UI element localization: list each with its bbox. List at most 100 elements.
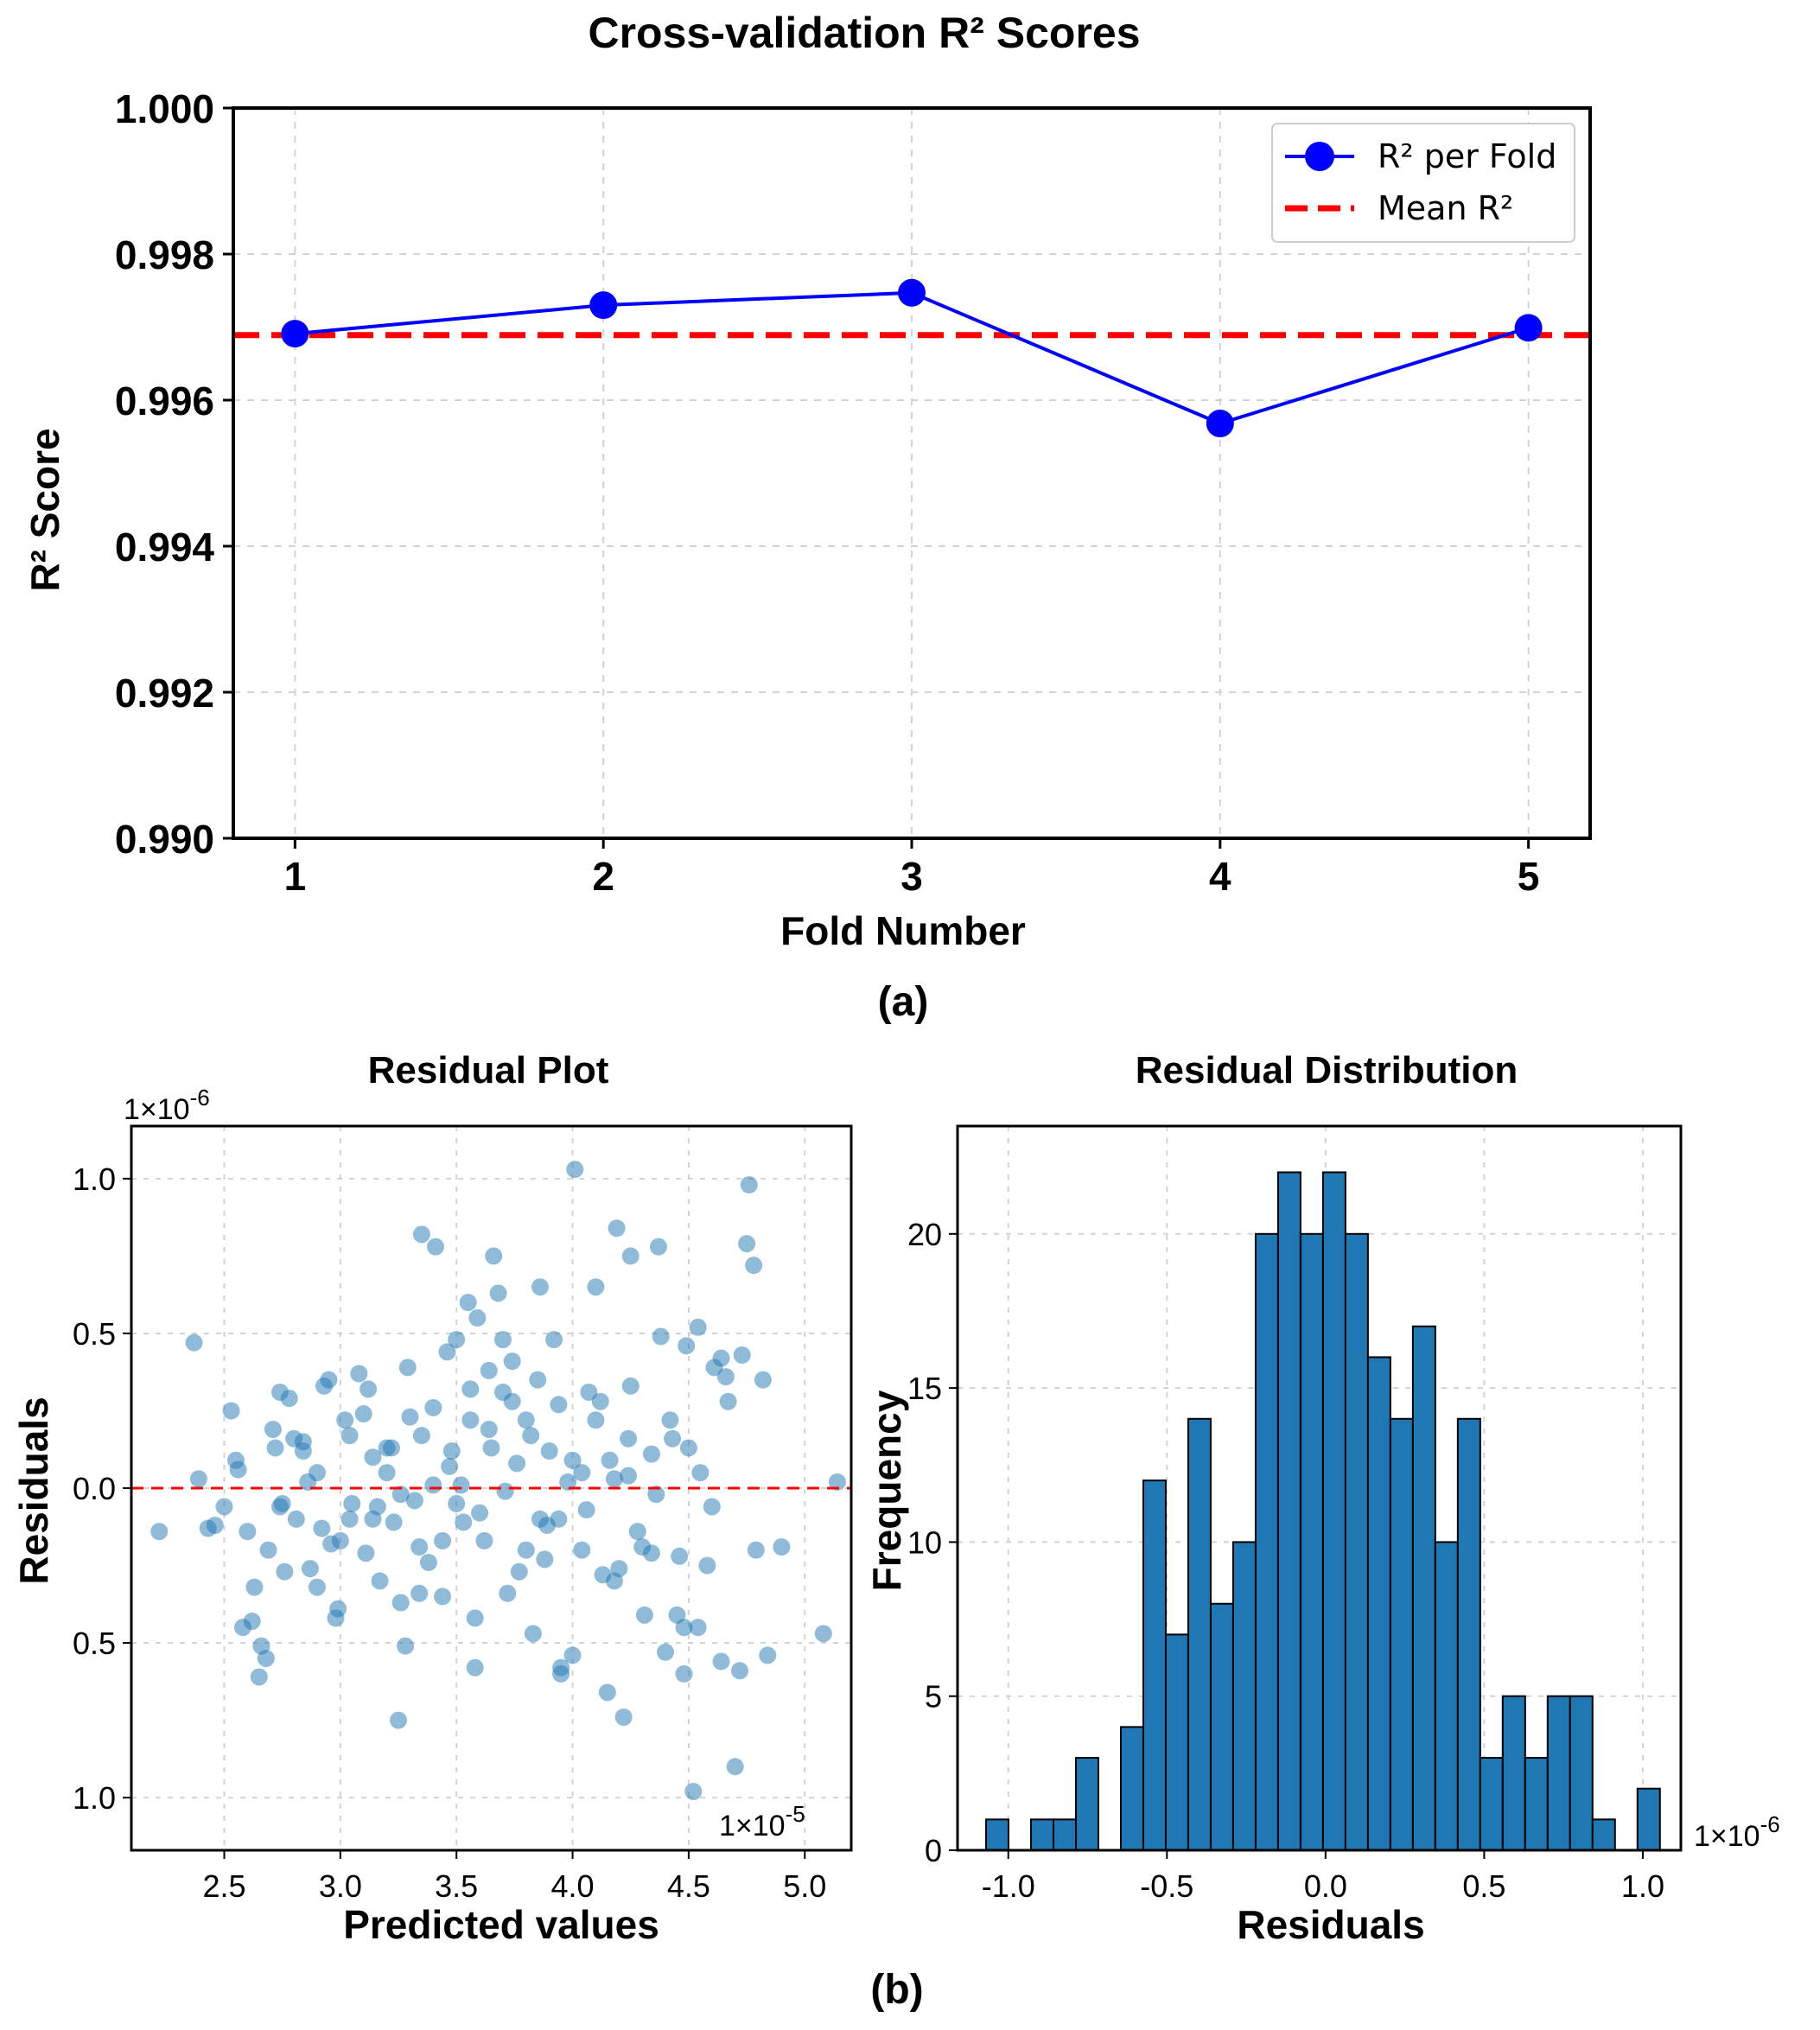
legend-series-marker (1305, 142, 1334, 171)
residual-point (412, 1427, 430, 1445)
residual-point (587, 1411, 605, 1429)
residual-x-tick-label: 5.0 (783, 1868, 826, 1904)
hist-bar (1164, 1633, 1189, 1851)
hist-bar (1569, 1695, 1594, 1852)
residual-point (747, 1541, 765, 1559)
residual-point (398, 1359, 417, 1377)
residual-point (410, 1538, 429, 1556)
hist-bar (1119, 1726, 1144, 1851)
hist-bar (1456, 1417, 1481, 1852)
hist-bar (1434, 1541, 1459, 1852)
residual-point (601, 1451, 619, 1469)
hist-x-tick-label: -0.5 (1140, 1868, 1193, 1904)
cv-series-point (1206, 410, 1234, 438)
cv-chart-series (281, 278, 1543, 438)
residual-x-tick-label: 4.0 (551, 1868, 595, 1904)
residual-x-tick-label: 3.0 (319, 1868, 362, 1904)
residual-point (652, 1327, 670, 1346)
residual-x-tick-label: 2.5 (202, 1868, 245, 1904)
hist-y-tick-label: 15 (907, 1371, 942, 1406)
residual-point (740, 1176, 758, 1194)
hist-bar (1030, 1818, 1055, 1851)
cv-chart-y-ticks: 0.990 0.992 0.994 0.996 0.998 1.000 (115, 86, 233, 862)
residual-point (733, 1346, 751, 1365)
residual-point (391, 1594, 410, 1612)
cv-y-tick-label: 0.992 (115, 671, 214, 716)
residual-point (621, 1247, 640, 1265)
hist-x-tick-label: 0.5 (1462, 1868, 1505, 1904)
hist-bar (1142, 1480, 1167, 1851)
hist-y-tick-label: 5 (925, 1679, 942, 1715)
cv-y-tick-label: 0.996 (115, 379, 214, 423)
residual-point (614, 1709, 633, 1727)
cv-chart-y-label: R² Score (22, 428, 67, 591)
hist-bar (1299, 1232, 1324, 1851)
residual-x-tick-label: 3.5 (435, 1868, 478, 1904)
residual-point (691, 1464, 710, 1482)
residual-point (378, 1439, 396, 1457)
residual-point (684, 1782, 703, 1800)
residual-point (226, 1451, 245, 1469)
residual-point (587, 1278, 605, 1296)
residual-point (485, 1247, 503, 1265)
residual-point (621, 1377, 640, 1395)
residual-point (401, 1408, 419, 1426)
residual-point (459, 1294, 477, 1312)
cv-chart-title: Cross-validation R² Scores (588, 9, 1140, 57)
residual-point (550, 1396, 568, 1414)
legend-box (1271, 123, 1575, 243)
residual-point (412, 1225, 430, 1244)
residual-y-tick-label: 0.5 (73, 1316, 116, 1352)
residual-point (620, 1429, 638, 1448)
panel-b-label: (b) (870, 1967, 923, 2013)
residual-point (397, 1637, 415, 1655)
residual-point (608, 1219, 626, 1238)
residual-point (496, 1482, 514, 1500)
residual-point (510, 1562, 528, 1581)
residual-point (522, 1427, 540, 1445)
residual-point (466, 1658, 484, 1677)
hist-bar (1366, 1356, 1391, 1851)
residual-plot-x-ticks: 2.5 3.0 3.5 4.0 4.5 5.0 (202, 1850, 826, 1904)
residual-point (689, 1318, 707, 1336)
residual-plot-x-label: Predicted values (343, 1902, 659, 1947)
hist-bar (1389, 1417, 1414, 1852)
residual-point (480, 1420, 498, 1438)
residual-dist-x-offset: 1×10-6 (1694, 1811, 1780, 1853)
residual-point (259, 1541, 277, 1559)
residual-point (661, 1411, 679, 1429)
residual-plot-y-offset: 1×10-6 (124, 1085, 210, 1126)
residual-point (308, 1578, 326, 1596)
residual-point (703, 1498, 721, 1516)
residual-point (239, 1523, 257, 1541)
residual-plot-points (150, 1161, 846, 1800)
residual-dist-x-ticks: -1.0 -0.5 0.0 0.5 1.0 (982, 1850, 1664, 1904)
residual-point (320, 1371, 338, 1389)
residual-point (299, 1473, 317, 1491)
cv-r2-chart: Cross-validation R² Scores 0.9900.9920.9… (22, 9, 1592, 1025)
cv-x-tick-label: 1 (284, 854, 307, 899)
residual-point (313, 1519, 331, 1537)
residual-point (559, 1473, 577, 1491)
cv-y-tick-label: 0.998 (115, 232, 214, 277)
residual-point (264, 1420, 282, 1438)
residual-point (331, 1531, 349, 1550)
cv-x-tick-label: 3 (900, 854, 923, 899)
hist-bar (1187, 1417, 1212, 1852)
cv-series-point (589, 291, 618, 320)
residual-point (340, 1427, 359, 1445)
residual-point (385, 1513, 403, 1531)
cv-chart-legend: R² per Fold Mean R² (1271, 123, 1575, 243)
residual-point (671, 1547, 689, 1565)
residual-plot-chart: Residual Plot 1.0 0.5 0.0 0.5 1.0 2.5 3.0 3.5 4… (11, 1049, 853, 1947)
cv-series-point (1514, 314, 1543, 342)
residual-point (357, 1544, 375, 1562)
residual-dist-x-offset-base: 1×10 (1694, 1820, 1760, 1853)
residual-point (642, 1445, 660, 1463)
residual-point (350, 1365, 368, 1383)
residual-x-tick-label: 4.5 (667, 1868, 710, 1904)
hist-x-tick-label: 0.0 (1304, 1868, 1347, 1904)
residual-point (524, 1625, 542, 1643)
residual-point (698, 1556, 716, 1575)
residual-point (336, 1411, 354, 1429)
